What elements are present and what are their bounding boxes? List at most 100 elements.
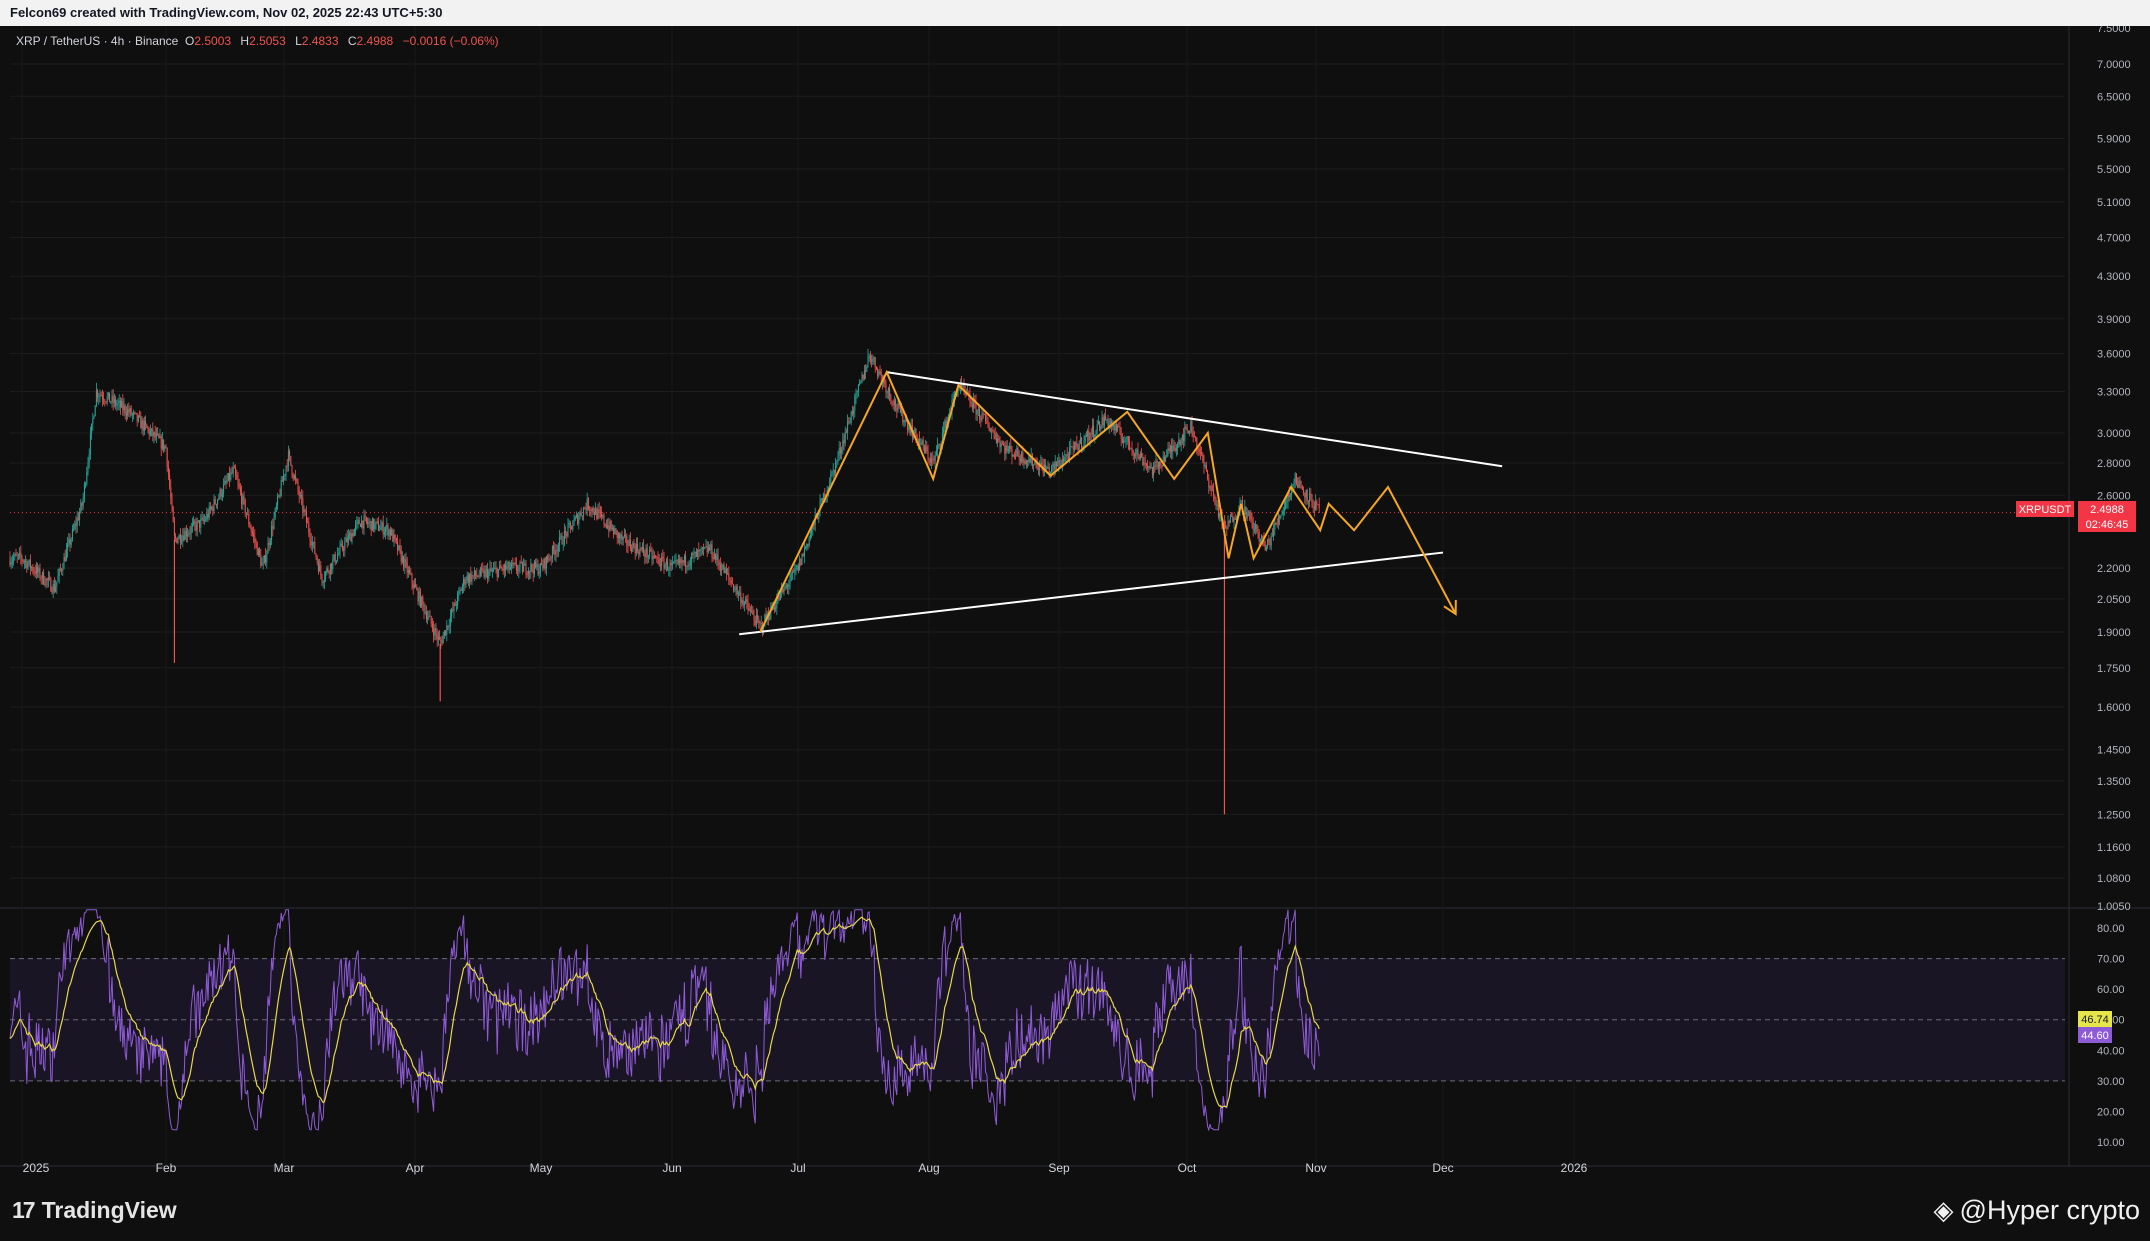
candle-body	[217, 499, 219, 505]
candle-body	[889, 388, 891, 396]
candle-body	[153, 432, 155, 437]
candle-body	[688, 564, 690, 567]
candle-body	[704, 547, 706, 549]
price-axis-tick: 1.4500	[2097, 745, 2131, 757]
rsi-line	[9, 909, 1320, 1132]
candle-body	[277, 496, 279, 506]
candle-body	[32, 567, 34, 572]
candle-body	[128, 409, 130, 413]
wave-arrowhead-icon	[1443, 599, 1457, 616]
candle-body	[693, 553, 695, 555]
candle-body	[997, 438, 999, 443]
candle-body	[35, 566, 37, 575]
candle-body	[346, 537, 348, 543]
candle-body	[1088, 430, 1090, 441]
candle-body	[398, 545, 400, 551]
candle-body	[1124, 440, 1126, 442]
legend-low-label: L	[295, 34, 302, 48]
candle-body	[117, 402, 119, 405]
candle-body	[1123, 441, 1125, 443]
candle-body	[598, 509, 600, 512]
candle-body	[353, 529, 355, 537]
candle-body	[806, 543, 808, 548]
candle-body	[1114, 424, 1116, 431]
candle-body	[779, 592, 781, 600]
candle-body	[707, 547, 709, 553]
candle-body	[664, 564, 666, 569]
candle-body	[167, 466, 169, 475]
candle-body	[1099, 421, 1101, 430]
candle-body	[681, 560, 683, 564]
tradingview-logo[interactable]: 17 TradingView	[12, 1197, 177, 1224]
candle-body	[299, 494, 301, 497]
candle-body	[1034, 462, 1036, 465]
candle-body	[508, 562, 510, 570]
candle-body	[279, 495, 281, 497]
candle-body	[187, 534, 189, 537]
candle-body	[478, 575, 480, 577]
candle-body	[1306, 489, 1308, 502]
candle-body	[877, 369, 879, 376]
candle-body	[1273, 529, 1275, 537]
candle-body	[639, 548, 641, 555]
candle-body	[866, 366, 868, 372]
candle-body	[23, 561, 25, 563]
candle-body	[419, 591, 421, 607]
rsi-axis-tick: 20.00	[2097, 1106, 2125, 1118]
candle-body	[218, 497, 220, 500]
candle-body	[416, 587, 418, 590]
candle-body	[183, 535, 185, 540]
candle-body	[92, 418, 94, 424]
candle-body	[874, 357, 876, 367]
candle-body	[531, 564, 533, 570]
candle-body	[388, 529, 390, 536]
candle-body	[383, 531, 385, 535]
candle-body	[1075, 442, 1077, 444]
candle-body	[536, 564, 538, 568]
candle-body	[1227, 521, 1229, 529]
candle-body	[105, 401, 107, 403]
legend-open-label: O	[185, 34, 194, 48]
candle-body	[1151, 467, 1153, 476]
candle-body	[290, 455, 292, 466]
candle-body	[673, 562, 675, 564]
candle-body	[39, 568, 41, 579]
candle-body	[221, 493, 223, 497]
candle-body	[26, 560, 28, 569]
candle-body	[1131, 447, 1133, 451]
candle-body	[897, 403, 899, 411]
candle-body	[896, 407, 898, 411]
candle-body	[1059, 460, 1061, 467]
candle-body	[1139, 453, 1141, 460]
candle-body	[994, 433, 996, 439]
price-chart[interactable]: 7.0000 6.5000 5.9000 5.5000 5.1000 4.7000 4.30…	[0, 26, 2150, 1183]
candle-body	[1217, 504, 1219, 517]
candle-body	[176, 538, 178, 543]
candle-body	[1084, 435, 1086, 442]
candle-body	[260, 554, 262, 566]
candle-body	[1010, 445, 1012, 450]
candle-body	[272, 525, 274, 529]
candle-body	[884, 380, 886, 384]
candle-body	[358, 519, 360, 525]
candle-body	[562, 543, 564, 545]
candle-body	[1312, 506, 1314, 508]
candle-body	[560, 535, 562, 537]
candle-body	[590, 509, 592, 512]
candle-body	[1171, 446, 1173, 452]
candle-body	[352, 533, 354, 537]
candle-body	[1268, 539, 1270, 542]
candle-body	[1078, 443, 1080, 451]
candle-body	[1057, 464, 1059, 467]
candle-body	[706, 546, 708, 553]
candle-body	[610, 521, 612, 530]
candle-body	[1275, 522, 1277, 524]
candle-body	[976, 409, 978, 415]
candle-body	[81, 502, 83, 506]
candle-body	[451, 609, 453, 617]
candle-body	[421, 596, 423, 607]
candle-body	[46, 578, 48, 581]
candle-body	[975, 402, 977, 415]
candle-body	[512, 562, 514, 565]
candle-body	[785, 585, 787, 587]
